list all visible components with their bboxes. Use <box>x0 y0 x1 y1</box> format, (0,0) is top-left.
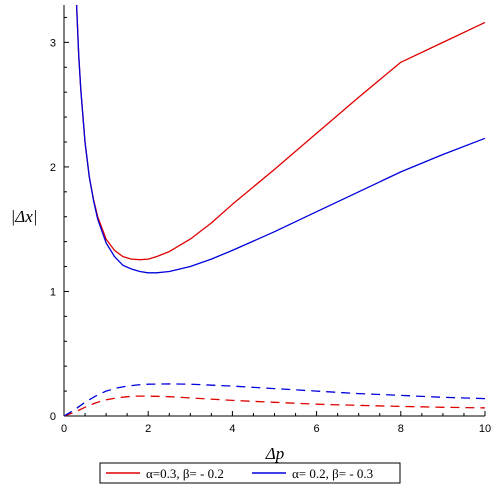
series-lines <box>63 4 486 417</box>
legend-box <box>99 462 401 484</box>
legend-label: α= 0.2, β= - 0.3 <box>292 466 373 481</box>
series-line-1 <box>75 4 486 261</box>
tick-labels: 0 2 4 6 8 10 0 1 2 3 <box>50 37 491 435</box>
x-tick-label: 6 <box>314 423 320 435</box>
legend: α=0.3, β= - 0.2 α= 0.2, β= - 0.3 <box>99 462 401 484</box>
y-tick-label: 3 <box>50 37 56 49</box>
x-tick-label: 4 <box>229 423 235 435</box>
y-tick-label: 0 <box>50 411 56 423</box>
y-tick-label: 2 <box>50 162 56 174</box>
series-line-2 <box>75 4 486 274</box>
series-line-4 <box>63 383 486 417</box>
series-line-3 <box>63 395 486 417</box>
x-tick-label: 8 <box>398 423 404 435</box>
x-tick-label: 2 <box>145 423 151 435</box>
x-tick-label: 10 <box>479 423 491 435</box>
x-axis-label: Δp <box>265 444 284 463</box>
axes <box>63 5 486 417</box>
y-tick-label: 1 <box>50 286 56 298</box>
legend-label: α=0.3, β= - 0.2 <box>146 466 224 481</box>
x-tick-label: 0 <box>61 423 67 435</box>
y-axis-label: |Δx| <box>11 207 38 226</box>
